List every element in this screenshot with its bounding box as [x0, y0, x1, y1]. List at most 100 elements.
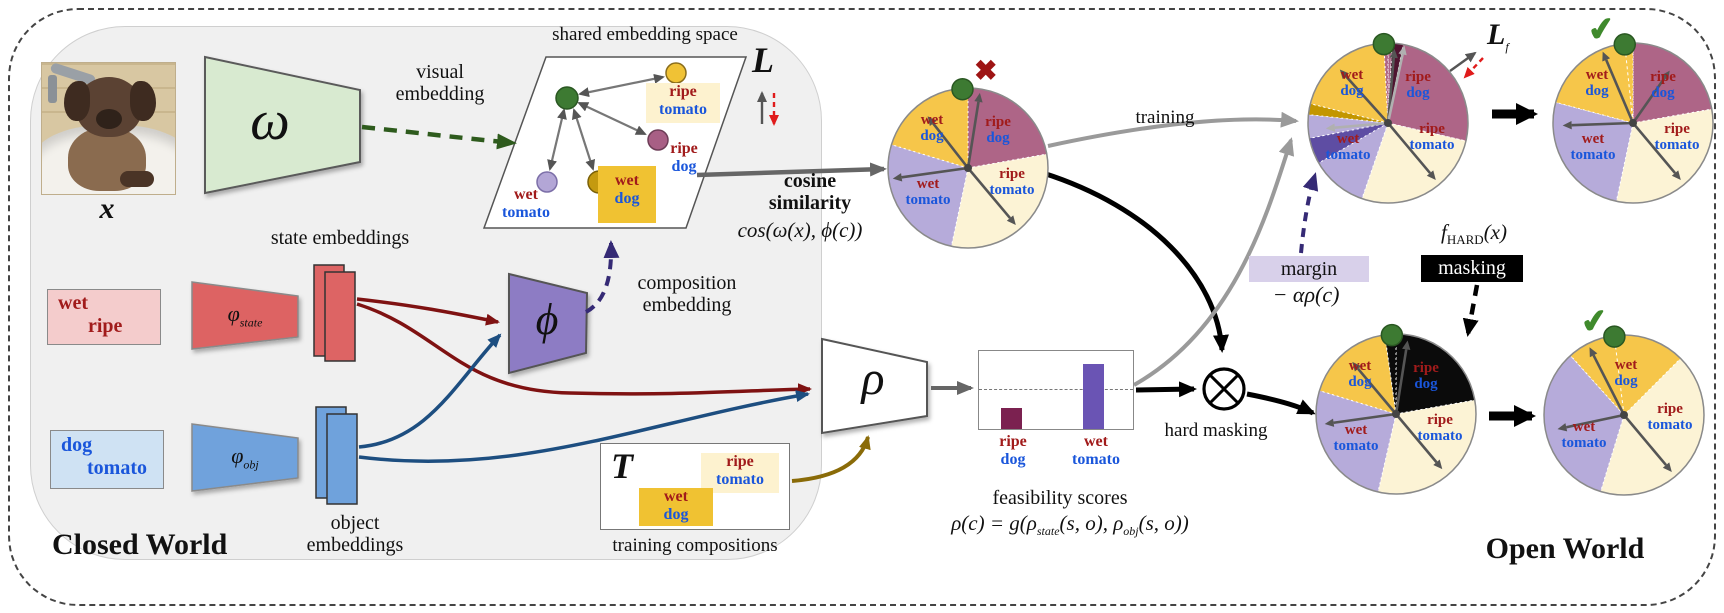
- label-object: dog: [1000, 450, 1026, 468]
- otimes-to-masked-pie-arrow: [1246, 391, 1316, 416]
- label-state: wet: [916, 175, 940, 192]
- pie-label-wet-dog: wet dog: [1340, 67, 1363, 99]
- f-hard-base: f: [1441, 220, 1447, 244]
- training-chip-ripe-tomato: ripe tomato: [701, 453, 779, 493]
- label-state: ripe: [670, 140, 698, 157]
- similarity-arrow: [696, 162, 887, 178]
- composition-embedding-arrow: [584, 240, 620, 314]
- pie-center-dot: [964, 164, 972, 172]
- open-world-result-margin-chart: [1552, 33, 1714, 204]
- feasibility-threshold-line: [979, 389, 1133, 390]
- state-to-rho-curve: [356, 302, 812, 396]
- state-input-ripe: ripe: [88, 315, 123, 337]
- label-state: ripe: [999, 165, 1025, 182]
- label-object: dog: [986, 130, 1010, 146]
- label-object: dog: [1651, 85, 1675, 101]
- rho-feasibility-shape: [821, 337, 928, 435]
- label-object: tomato: [659, 100, 707, 118]
- feasibility-formula: ρ(c) = g(ρstate(s, o), ρobj(s, o)): [900, 511, 1240, 539]
- otimes-operator: [1202, 367, 1246, 411]
- score-arrow: [1394, 340, 1411, 415]
- object-input-box: dog tomato: [50, 430, 164, 489]
- pie-center-dot: [1620, 411, 1628, 419]
- f-hard-sub: HARD: [1446, 232, 1484, 248]
- label-object: dog: [663, 505, 689, 523]
- score-arrow: [927, 116, 970, 169]
- score-arrow: [1562, 120, 1634, 130]
- label-object: tomato: [1647, 417, 1693, 433]
- label-state: wet: [1340, 66, 1364, 83]
- label-state: wet: [615, 172, 639, 189]
- score-arrow: [1386, 48, 1398, 124]
- visual-embedding-line2: embedding: [395, 83, 485, 106]
- embedding-arrow-wet-tomato: [547, 108, 567, 171]
- ripe-tomato-dot: [665, 62, 687, 84]
- score-arrow: [1339, 69, 1389, 124]
- pie-label-wet-dog: wet dog: [1348, 358, 1371, 390]
- faucet-spout: [48, 75, 57, 103]
- wet-tomato-dot: [536, 171, 558, 193]
- object-embedding-stack-front: [326, 413, 358, 505]
- label-state: wet: [1344, 421, 1368, 438]
- closed-world-label: Closed World: [52, 528, 228, 561]
- label-object: tomato: [1570, 147, 1616, 163]
- label-state: ripe: [1427, 411, 1453, 428]
- label-object: tomato: [1409, 137, 1455, 153]
- phi-symbol: ϕ: [535, 295, 559, 344]
- score-arrow: [1395, 413, 1443, 470]
- open-world-result-masking-chart: [1543, 325, 1705, 496]
- score-arrow: [1631, 70, 1670, 124]
- visual-sample-dot: [1372, 32, 1396, 56]
- label-state: wet: [1585, 66, 1609, 83]
- state-input-box: wet ripe: [47, 289, 161, 345]
- label-object: tomato: [989, 182, 1035, 198]
- composition-embedding-line2: embedding: [642, 294, 732, 317]
- f-hard-label: fHARD(x): [1424, 220, 1524, 248]
- cosine-similarity-label: cosine similarity: [740, 170, 880, 215]
- training-chip-wet-dog: wet dog: [639, 488, 713, 526]
- puppy-ear-right: [130, 81, 156, 121]
- phi-state-sub: state: [239, 315, 263, 330]
- pie-center-dot: [1392, 410, 1400, 418]
- label-object: dog: [920, 128, 944, 144]
- label-state: wet: [1336, 130, 1360, 147]
- bar-label-wet-tomato: wet tomato: [1064, 433, 1128, 468]
- object-to-phi-curve: [358, 333, 502, 449]
- label-object: tomato: [1561, 435, 1607, 451]
- embedding-label-ripe-dog: ripe dog: [652, 140, 716, 175]
- visual-sample-dot: [1380, 323, 1404, 347]
- figure-border: [8, 8, 1716, 606]
- wrong-prediction-icon: ✖: [974, 56, 998, 87]
- correct-prediction-icon-top: ✔: [1585, 9, 1618, 49]
- label-state: wet: [1348, 357, 1372, 374]
- label-state: ripe: [999, 433, 1027, 450]
- label-object: dog: [1414, 376, 1438, 392]
- state-input-wet: wet: [58, 292, 88, 314]
- compositions-to-rho-curve: [791, 435, 871, 483]
- pie-label-ripe-tomato: ripe tomato: [1410, 121, 1455, 153]
- input-image-caption: x: [99, 192, 115, 225]
- phi-state-base: φ: [227, 301, 240, 326]
- label-state: ripe: [985, 113, 1011, 130]
- visual-sample-dot: [1613, 33, 1636, 56]
- label-state: wet: [1614, 356, 1638, 373]
- label-object: tomato: [502, 203, 550, 221]
- label-object: dog: [1585, 83, 1609, 99]
- label-state: ripe: [1657, 400, 1683, 417]
- scores-to-masking-curve: [1042, 170, 1229, 353]
- label-object: dog: [1348, 374, 1372, 390]
- score-arrow: [1325, 121, 1389, 132]
- object-embeddings-label: object embeddings: [300, 512, 410, 557]
- embedding-label-ripe-tomato: ripe tomato: [646, 83, 720, 123]
- pie-center-dot: [1384, 119, 1392, 127]
- loss-symbol: L: [752, 40, 774, 80]
- object-input-dog: dog: [61, 434, 93, 456]
- pie-label-ripe-dog: ripe dog: [1405, 69, 1431, 101]
- label-object: tomato: [1325, 147, 1371, 163]
- prediction-ray: [1613, 335, 1625, 416]
- pie-label-wet-dog: wet dog: [920, 112, 943, 144]
- object-embeddings-line1: object: [330, 512, 380, 534]
- margin-formula: − αρ(c): [1272, 282, 1340, 307]
